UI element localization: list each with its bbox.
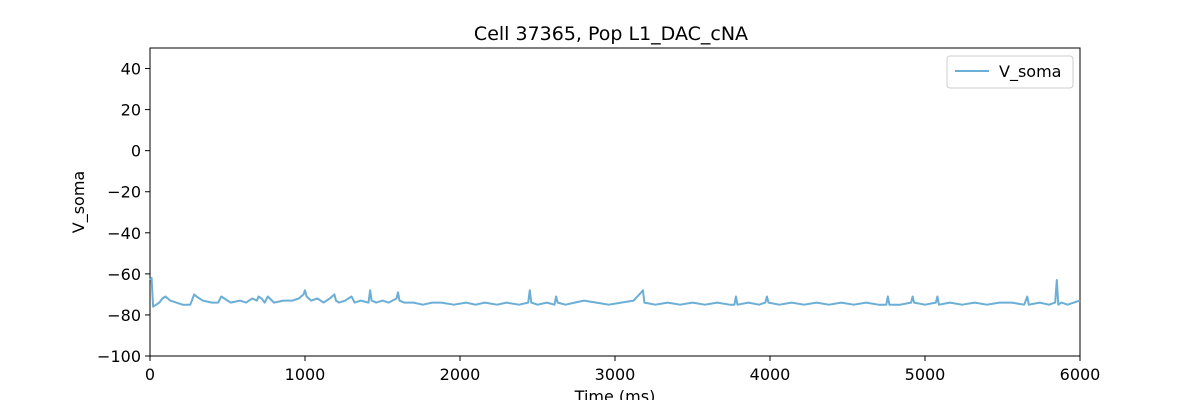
x-tick-label: 4000: [750, 365, 791, 384]
legend-box: [946, 55, 1074, 89]
y-tick-label: −100: [97, 347, 141, 366]
y-tick-label: 40: [121, 60, 141, 79]
series-layer: [149, 277, 1081, 308]
x-tick-label: 5000: [905, 365, 946, 384]
series-line-v-soma: [149, 277, 1081, 308]
legend: V_soma: [946, 55, 1074, 89]
y-tick-label: −40: [107, 224, 141, 243]
y-tick-label: −60: [107, 265, 141, 284]
y-axis-label: V_soma: [69, 171, 89, 233]
plot-frame: [149, 47, 1081, 357]
chart-title: Cell 37365, Pop L1_DAC_cNA: [474, 23, 748, 45]
y-tick-label: −80: [107, 306, 141, 325]
legend-label-v-soma: V_soma: [999, 62, 1061, 82]
x-tick-label: 6000: [1060, 365, 1101, 384]
y-tick-label: 0: [131, 142, 141, 161]
y-axis: 40 20 0 −20 −40 −60 −80 −100: [97, 60, 150, 366]
x-tick-label: 2000: [440, 365, 481, 384]
y-tick-label: 20: [121, 101, 141, 120]
y-tick-label: −20: [107, 183, 141, 202]
x-axis: 0 1000 2000 3000 4000 5000 6000: [145, 356, 1100, 384]
x-tick-label: 0: [145, 365, 155, 384]
plot-area: [149, 47, 1081, 357]
x-tick-label: 1000: [285, 365, 326, 384]
x-tick-label: 3000: [595, 365, 636, 384]
x-axis-label: Time (ms): [574, 387, 656, 400]
